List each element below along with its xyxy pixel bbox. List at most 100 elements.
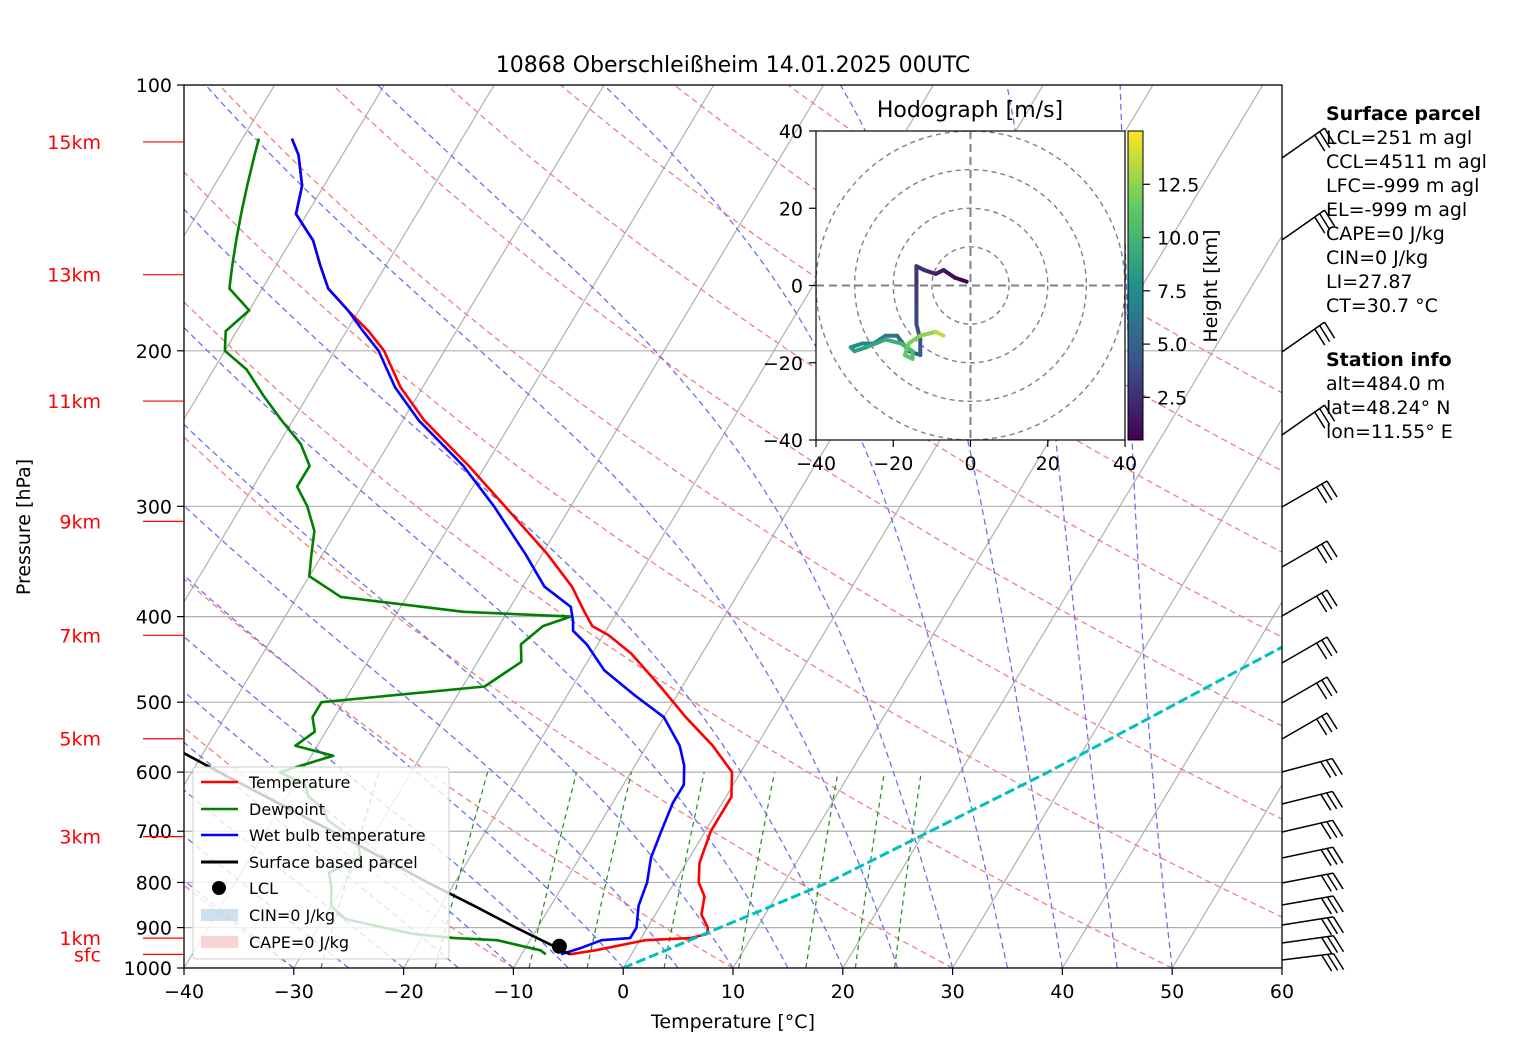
wind-barbs	[1281, 127, 1345, 972]
legend-entry-parcel: Surface based parcel	[249, 853, 418, 872]
colorbar-tick-label: 2.5	[1157, 387, 1187, 409]
legend-entry-wetbulb: Wet bulb temperature	[249, 826, 426, 845]
wind-barb-staff	[1281, 127, 1326, 159]
hodograph-segment	[933, 329, 946, 338]
hodograph-segment	[953, 275, 969, 284]
wind-barb-staff	[1281, 321, 1326, 353]
height-tick-label: 1km	[59, 928, 101, 950]
wind-barb-staff	[1281, 540, 1328, 568]
wind-barb-flag	[1320, 793, 1332, 811]
dry-adiabat-line	[218, 85, 1282, 820]
moist-adiabat-line	[184, 208, 844, 968]
wind-barb-flag	[1320, 822, 1332, 840]
hodograph-colorbar	[1127, 130, 1144, 441]
wind-barb-flag	[1325, 792, 1338, 810]
hodograph-ring	[892, 207, 1049, 364]
height-tick-label: 9km	[59, 511, 101, 533]
dry-adiabat-line	[184, 577, 734, 968]
wind-barb-staff	[1281, 872, 1334, 884]
dry-adiabat-line	[332, 85, 1282, 727]
hodograph-y-tick-label: 40	[779, 121, 803, 143]
height-tick-label: sfc	[74, 944, 101, 966]
legend-entry-cape: CAPE=0 J/kg	[249, 933, 349, 952]
wind-barb-flag	[1332, 935, 1345, 953]
height-tick-label: 13km	[47, 265, 101, 287]
lcl-point	[551, 938, 567, 954]
wind-barb-flag	[1321, 954, 1333, 972]
moist-adiabat-line	[184, 504, 679, 968]
wind-barb-staff	[1281, 916, 1334, 926]
surface-parcel-line: CIN=0 J/kg	[1326, 247, 1429, 269]
surface-parcel-line: LI=27.87	[1326, 271, 1413, 293]
isotherm-line	[732, 85, 1264, 968]
y-tick-label: 400	[136, 607, 172, 629]
x-tick-label: 30	[941, 981, 965, 1003]
chart-title: 10868 Oberschleißheim 14.01.2025 00UTC	[496, 53, 971, 78]
dry-adiabat-line	[673, 85, 1282, 472]
wind-barb-flag	[1323, 404, 1336, 422]
wind-barb-flag	[1321, 639, 1333, 657]
wind-barb-flag	[1314, 328, 1326, 346]
mixing-ratio-line	[805, 771, 839, 968]
y-tick-label: 1000	[124, 958, 172, 980]
legend-swatch-cin	[201, 909, 238, 921]
isotherm-line	[1171, 783, 1282, 968]
wind-barb-staff	[1281, 935, 1334, 944]
wind-barb-staff	[1281, 589, 1328, 617]
wind-barb-flag	[1314, 134, 1326, 152]
mixing-ratio-line	[586, 771, 633, 968]
wind-barb-flag	[1323, 127, 1336, 145]
x-tick-label: 40	[1050, 981, 1074, 1003]
wind-barb-staff	[1281, 209, 1326, 241]
hodograph-segment	[906, 333, 923, 346]
wind-barb-flag	[1332, 819, 1344, 837]
wind-barb-flag	[1326, 848, 1338, 865]
wind-barb-flag	[1326, 636, 1338, 654]
wind-barb-flag	[1314, 411, 1326, 429]
hodograph-y-tick-label: −40	[763, 430, 803, 452]
moist-adiabat-line	[184, 423, 734, 968]
surface-parcel-line: CT=30.7 °C	[1326, 295, 1438, 317]
wind-barb-flag	[1321, 715, 1333, 733]
wind-barb-flag	[1326, 589, 1338, 607]
station-info-panel: Station info alt=484.0 m lat=48.24° N lo…	[1326, 348, 1453, 444]
wind-barb-flag	[1320, 937, 1333, 954]
x-tick-label: −10	[493, 981, 533, 1003]
station-info-line: lon=11.55° E	[1326, 421, 1453, 443]
hodograph-y-tick-label: −20	[763, 353, 803, 375]
wind-barb-staff	[1281, 404, 1326, 436]
isotherm-line	[184, 85, 605, 787]
wind-barb-flag	[1326, 917, 1339, 935]
wind-barb-flag	[1325, 759, 1338, 777]
wind-barb-flag	[1326, 676, 1338, 694]
moist-adiabat-line	[184, 326, 789, 968]
wind-barb-flag	[1320, 874, 1332, 892]
isotherm-line	[952, 417, 1282, 968]
wind-barb-staff	[1281, 895, 1334, 906]
legend-swatch-cape	[201, 936, 238, 948]
wind-barb-staff	[1281, 676, 1328, 704]
hodograph-segment	[922, 268, 938, 276]
hodograph-segment	[883, 337, 903, 346]
wind-barb-flag	[1326, 873, 1338, 891]
wind-barb-flag	[1326, 821, 1338, 839]
x-tick-label: 20	[831, 981, 855, 1003]
hodograph-segment	[918, 329, 938, 338]
y-tick-label: 700	[136, 821, 172, 843]
wind-barb-flag	[1316, 682, 1328, 700]
wind-barb-flag	[1319, 213, 1331, 231]
hodograph-segment	[864, 337, 888, 350]
wind-barb-flag	[1320, 918, 1333, 936]
x-axis-label: Temperature [°C]	[650, 1011, 815, 1033]
height-tick-label: 15km	[47, 132, 101, 154]
wind-barb-flag	[1332, 846, 1344, 864]
y-tick-label: 500	[136, 692, 172, 714]
wind-barb-flag	[1319, 408, 1331, 426]
colorbar-tick-label: 5.0	[1157, 334, 1187, 356]
isotherm-line	[842, 234, 1282, 968]
moist-adiabat-line	[184, 574, 624, 968]
wind-barb-flag	[1319, 131, 1331, 149]
wind-barb-flag	[1326, 936, 1339, 953]
hodograph-ring	[931, 246, 1010, 325]
wind-barb-staff	[1281, 757, 1333, 773]
